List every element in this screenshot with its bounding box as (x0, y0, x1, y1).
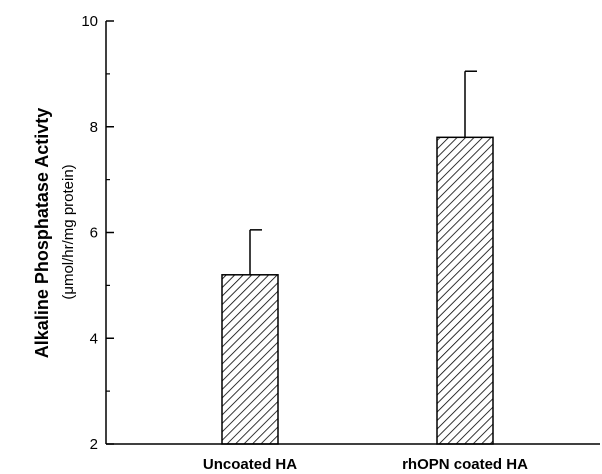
y-tick-label: 6 (90, 225, 98, 242)
y-tick-label: 8 (90, 119, 98, 136)
y-axis-ticks: 2 4 6 8 10 (81, 13, 114, 453)
y-tick-label: 2 (90, 436, 98, 453)
bar-marks (221, 70, 494, 445)
y-axis-units: (μmol/hr/mg protein) (60, 164, 77, 299)
y-tick-label: 10 (81, 13, 98, 30)
bar-0 (221, 274, 279, 445)
bar-1 (436, 136, 494, 445)
y-axis-label: Alkaline Phosphatase Activty (32, 108, 52, 358)
y-tick-label: 4 (90, 330, 98, 347)
x-tick-label-1: rhOPN coated HA (402, 456, 528, 473)
x-tick-label-0: Uncoated HA (203, 456, 297, 473)
